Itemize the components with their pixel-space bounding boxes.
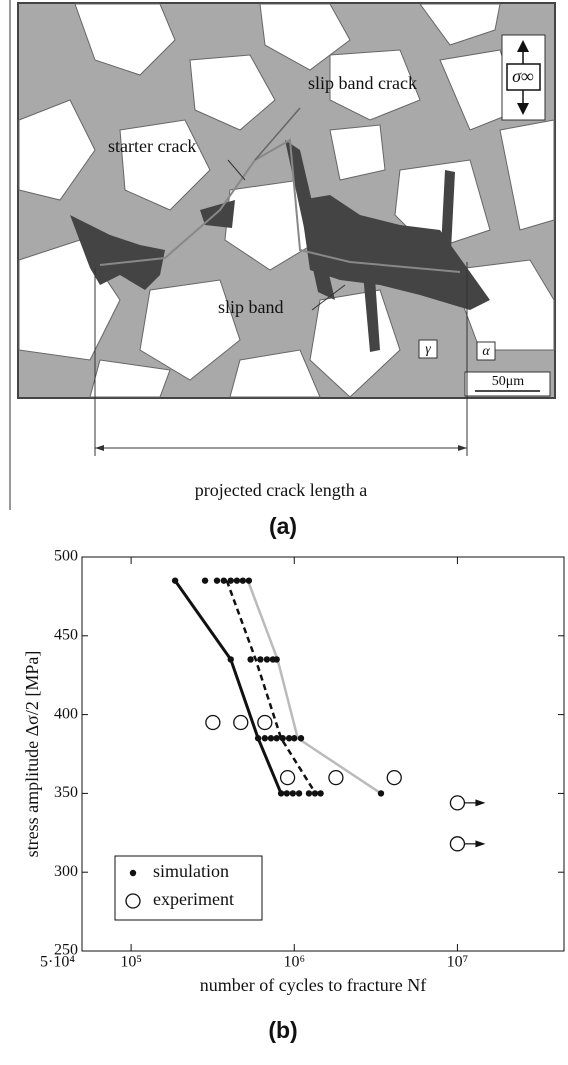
sim-point	[273, 656, 279, 662]
sim-point	[268, 735, 274, 741]
legend-label: experiment	[153, 889, 234, 909]
sim-point	[284, 790, 290, 796]
sim-point	[246, 577, 252, 583]
sim-point	[378, 790, 384, 796]
plot-area	[172, 577, 486, 850]
sim-point	[240, 577, 246, 583]
label-projected-length: projected crack length a	[195, 480, 367, 500]
sim-point	[228, 656, 234, 662]
sim-point	[264, 656, 270, 662]
exp-point	[206, 715, 220, 729]
y-tick-label: 450	[54, 626, 78, 643]
legend-label: simulation	[153, 861, 229, 881]
y-tick-label: 500	[54, 548, 78, 565]
bracket-arrow	[458, 445, 467, 451]
x-tick-label: 10⁵	[120, 954, 142, 971]
sim-point	[291, 735, 297, 741]
bracket-arrow	[95, 445, 104, 451]
legend-marker	[130, 870, 136, 876]
sim-point	[317, 790, 323, 796]
caption-a: (a)	[269, 513, 297, 539]
sim-point	[278, 790, 284, 796]
legend-marker	[126, 894, 140, 908]
sim-point	[296, 790, 302, 796]
sim-point	[298, 735, 304, 741]
sim-point	[306, 790, 312, 796]
label-scale: 50μm	[492, 374, 525, 389]
y-tick-label: 300	[54, 863, 78, 880]
exp-point	[329, 771, 343, 785]
x-tick-label: 10⁷	[447, 954, 469, 971]
y-axis-label: stress amplitude Δσ/2 [MPa]	[22, 651, 42, 858]
exp-point	[450, 796, 464, 810]
exp-point	[234, 715, 248, 729]
sim-point	[221, 577, 227, 583]
sim-point	[214, 577, 220, 583]
sim-point	[257, 656, 263, 662]
label-load: σ∞	[512, 66, 534, 86]
y-tick-label: 350	[54, 784, 78, 801]
sim-point	[255, 735, 261, 741]
runout-head	[475, 840, 485, 847]
y-tick-label: 400	[54, 705, 78, 722]
x-tick-label: 10⁶	[283, 954, 305, 971]
sim-point	[312, 790, 318, 796]
sim-point	[273, 735, 279, 741]
sim-point	[228, 577, 234, 583]
sim-point	[202, 577, 208, 583]
label-alpha: α	[482, 344, 490, 359]
runout-head	[475, 799, 485, 806]
figure: starter crack slip band crack slip band …	[0, 0, 568, 1065]
sim-point	[262, 735, 268, 741]
label-starter-crack: starter crack	[108, 136, 196, 156]
x-axis-label: number of cycles to fracture Nf	[200, 975, 426, 995]
sim-point	[290, 790, 296, 796]
label-slip-band-crack: slip band crack	[308, 73, 417, 93]
label-gamma: γ	[425, 342, 431, 357]
sim-point	[234, 577, 240, 583]
sim-point	[247, 656, 253, 662]
sim-point	[280, 735, 286, 741]
exp-point	[258, 715, 272, 729]
label-slip-band: slip band	[218, 297, 284, 317]
panel-a: starter crack slip band crack slip band …	[10, 0, 555, 539]
exp-point	[450, 837, 464, 851]
exp-point	[281, 771, 295, 785]
exp-point	[387, 771, 401, 785]
caption-b: (b)	[268, 1017, 297, 1043]
x-tick-label: 5·10⁴	[40, 954, 75, 971]
sim-point	[172, 577, 178, 583]
